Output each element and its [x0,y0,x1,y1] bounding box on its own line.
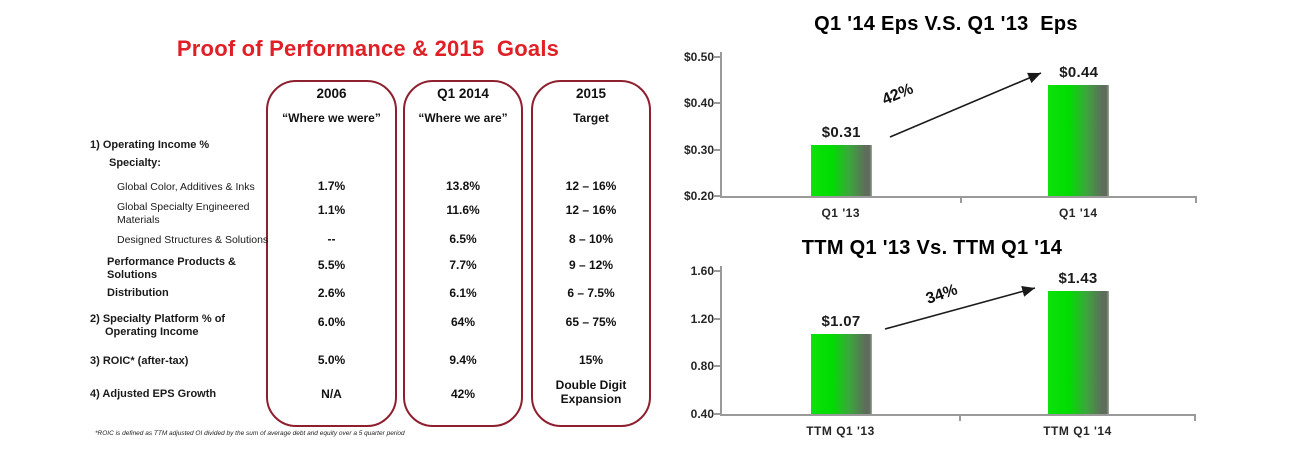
row-label: Distribution [107,287,169,299]
row-label: 2) Specialty Platform % of Operating Inc… [90,313,226,338]
column-subheader-2015: Target [573,111,609,125]
eps-ttm-chart: TTM Q1 '13 Vs. TTM Q1 '14 1.60 1.20 0.80… [686,232,1252,454]
row-value: -- [327,232,336,246]
plot-area: 1.60 1.20 0.80 0.40 $1.07 $1.43 TTM Q1 '… [691,264,1196,438]
x-category-label: TTM Q1 '13 [806,424,875,438]
x-axis-line [720,414,1196,416]
row-value: 65 – 75% [565,315,617,329]
column-subheader-2006: “Where we were” [282,111,381,125]
row-value: 1.7% [317,179,346,193]
row-value: 12 – 16% [565,203,617,217]
row-value: 6 – 7.5% [567,286,615,300]
y-tick-label: $0.50 [683,50,714,64]
row-label: 4) Adjusted EPS Growth [90,388,217,400]
y-tick-label: $0.40 [683,96,714,111]
row-value: Double Digit Expansion [555,378,627,406]
row-value: 11.6% [446,203,480,217]
chart-title: Q1 '14 Eps V.S. Q1 '13 Eps [814,13,1078,35]
row-value: 5.0% [317,353,346,367]
row-value: N/A [321,387,342,401]
row-label: 3) ROIC* (after-tax) [90,355,189,367]
row-value: 6.1% [449,286,477,300]
y-tick-label: 1.20 [690,311,714,326]
bar-q1-13: $0.31 [810,124,872,196]
bar-column: $0.44 [1048,57,1110,196]
column-box-q1-2014 [403,80,523,427]
y-tick-label: $0.30 [683,142,714,157]
x-category-label: Q1 '13 [821,206,861,220]
y-tick-label: 1.60 [690,264,714,278]
row-value: 6.0% [317,315,346,329]
row-value: 64% [450,315,476,329]
bar-value-label: $1.07 [821,313,861,331]
row-value: 7.7% [449,258,477,272]
y-axis-line [720,266,722,414]
row-label: Global Color, Additives & Inks [117,181,255,193]
growth-arrow [889,72,1042,138]
y-tick-label: $0.20 [683,189,714,203]
column-header-2015: 2015 [575,86,607,101]
column-box-2006 [266,80,397,427]
row-label: Designed Structures & Solutions [117,234,269,246]
bar-q1-14: $0.44 [1048,64,1110,196]
row-value: 13.8% [445,179,481,193]
x-category-label: Q1 '14 [1058,206,1098,220]
y-tick-label: 0.40 [690,407,714,421]
x-category-label: TTM Q1 '14 [1043,424,1112,438]
bar-column: $0.31 [810,57,872,196]
section-operating-income: 1) Operating Income % [90,139,210,151]
row-value: 1.1% [317,203,346,217]
row-value: 9.4% [449,353,477,367]
roic-footnote: *ROIC is defined as TTM adjusted OI divi… [95,430,405,437]
row-value: 2.6% [317,286,346,300]
page-title: Proof of Performance & 2015 Goals [176,36,560,61]
x-axis-line [720,196,1197,198]
growth-arrow [884,285,1036,330]
row-value: 8 – 10% [568,232,614,246]
y-axis-line [720,52,722,196]
column-box-2015 [531,80,651,427]
row-value: 42% [450,387,476,401]
plot-area: $0.50 $0.40 $0.30 $0.20 $0.31 $0.44 Q1 '… [684,50,1197,220]
row-value: 9 – 12% [568,258,614,272]
chart-title: TTM Q1 '13 Vs. TTM Q1 '14 [801,237,1063,259]
bar-value-label: $1.43 [1058,270,1098,288]
row-label: Performance Products & Solutions [107,256,236,281]
row-value: 6.5% [449,232,477,246]
eps-quarter-chart: Q1 '14 Eps V.S. Q1 '13 Eps $0.50 $0.40 $… [684,8,1252,226]
row-label: Global Specialty Engineered Materials [117,201,250,226]
column-header-2006: 2006 [316,86,347,101]
column-header-q1-2014: Q1 2014 [437,86,489,101]
row-value: 12 – 16% [565,179,617,193]
bar-column: $1.43 [1047,270,1109,414]
bar-ttm-q1-13: $1.07 [810,313,872,414]
bar-column: $1.07 [810,271,872,414]
row-value: 15% [578,353,604,367]
bar-ttm-q1-14: $1.43 [1047,270,1109,414]
row-value: 5.5% [317,258,346,272]
bar-value-label: $0.44 [1059,63,1099,81]
section-specialty: Specialty: [109,157,161,169]
y-tick-label: 0.80 [690,359,714,374]
bar-value-label: $0.31 [821,124,861,142]
column-subheader-q1-2014: “Where we are” [418,111,508,125]
